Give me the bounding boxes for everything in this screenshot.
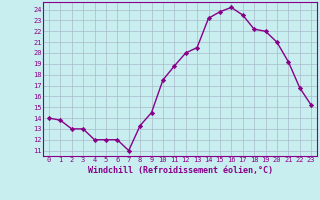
X-axis label: Windchill (Refroidissement éolien,°C): Windchill (Refroidissement éolien,°C): [87, 166, 273, 175]
